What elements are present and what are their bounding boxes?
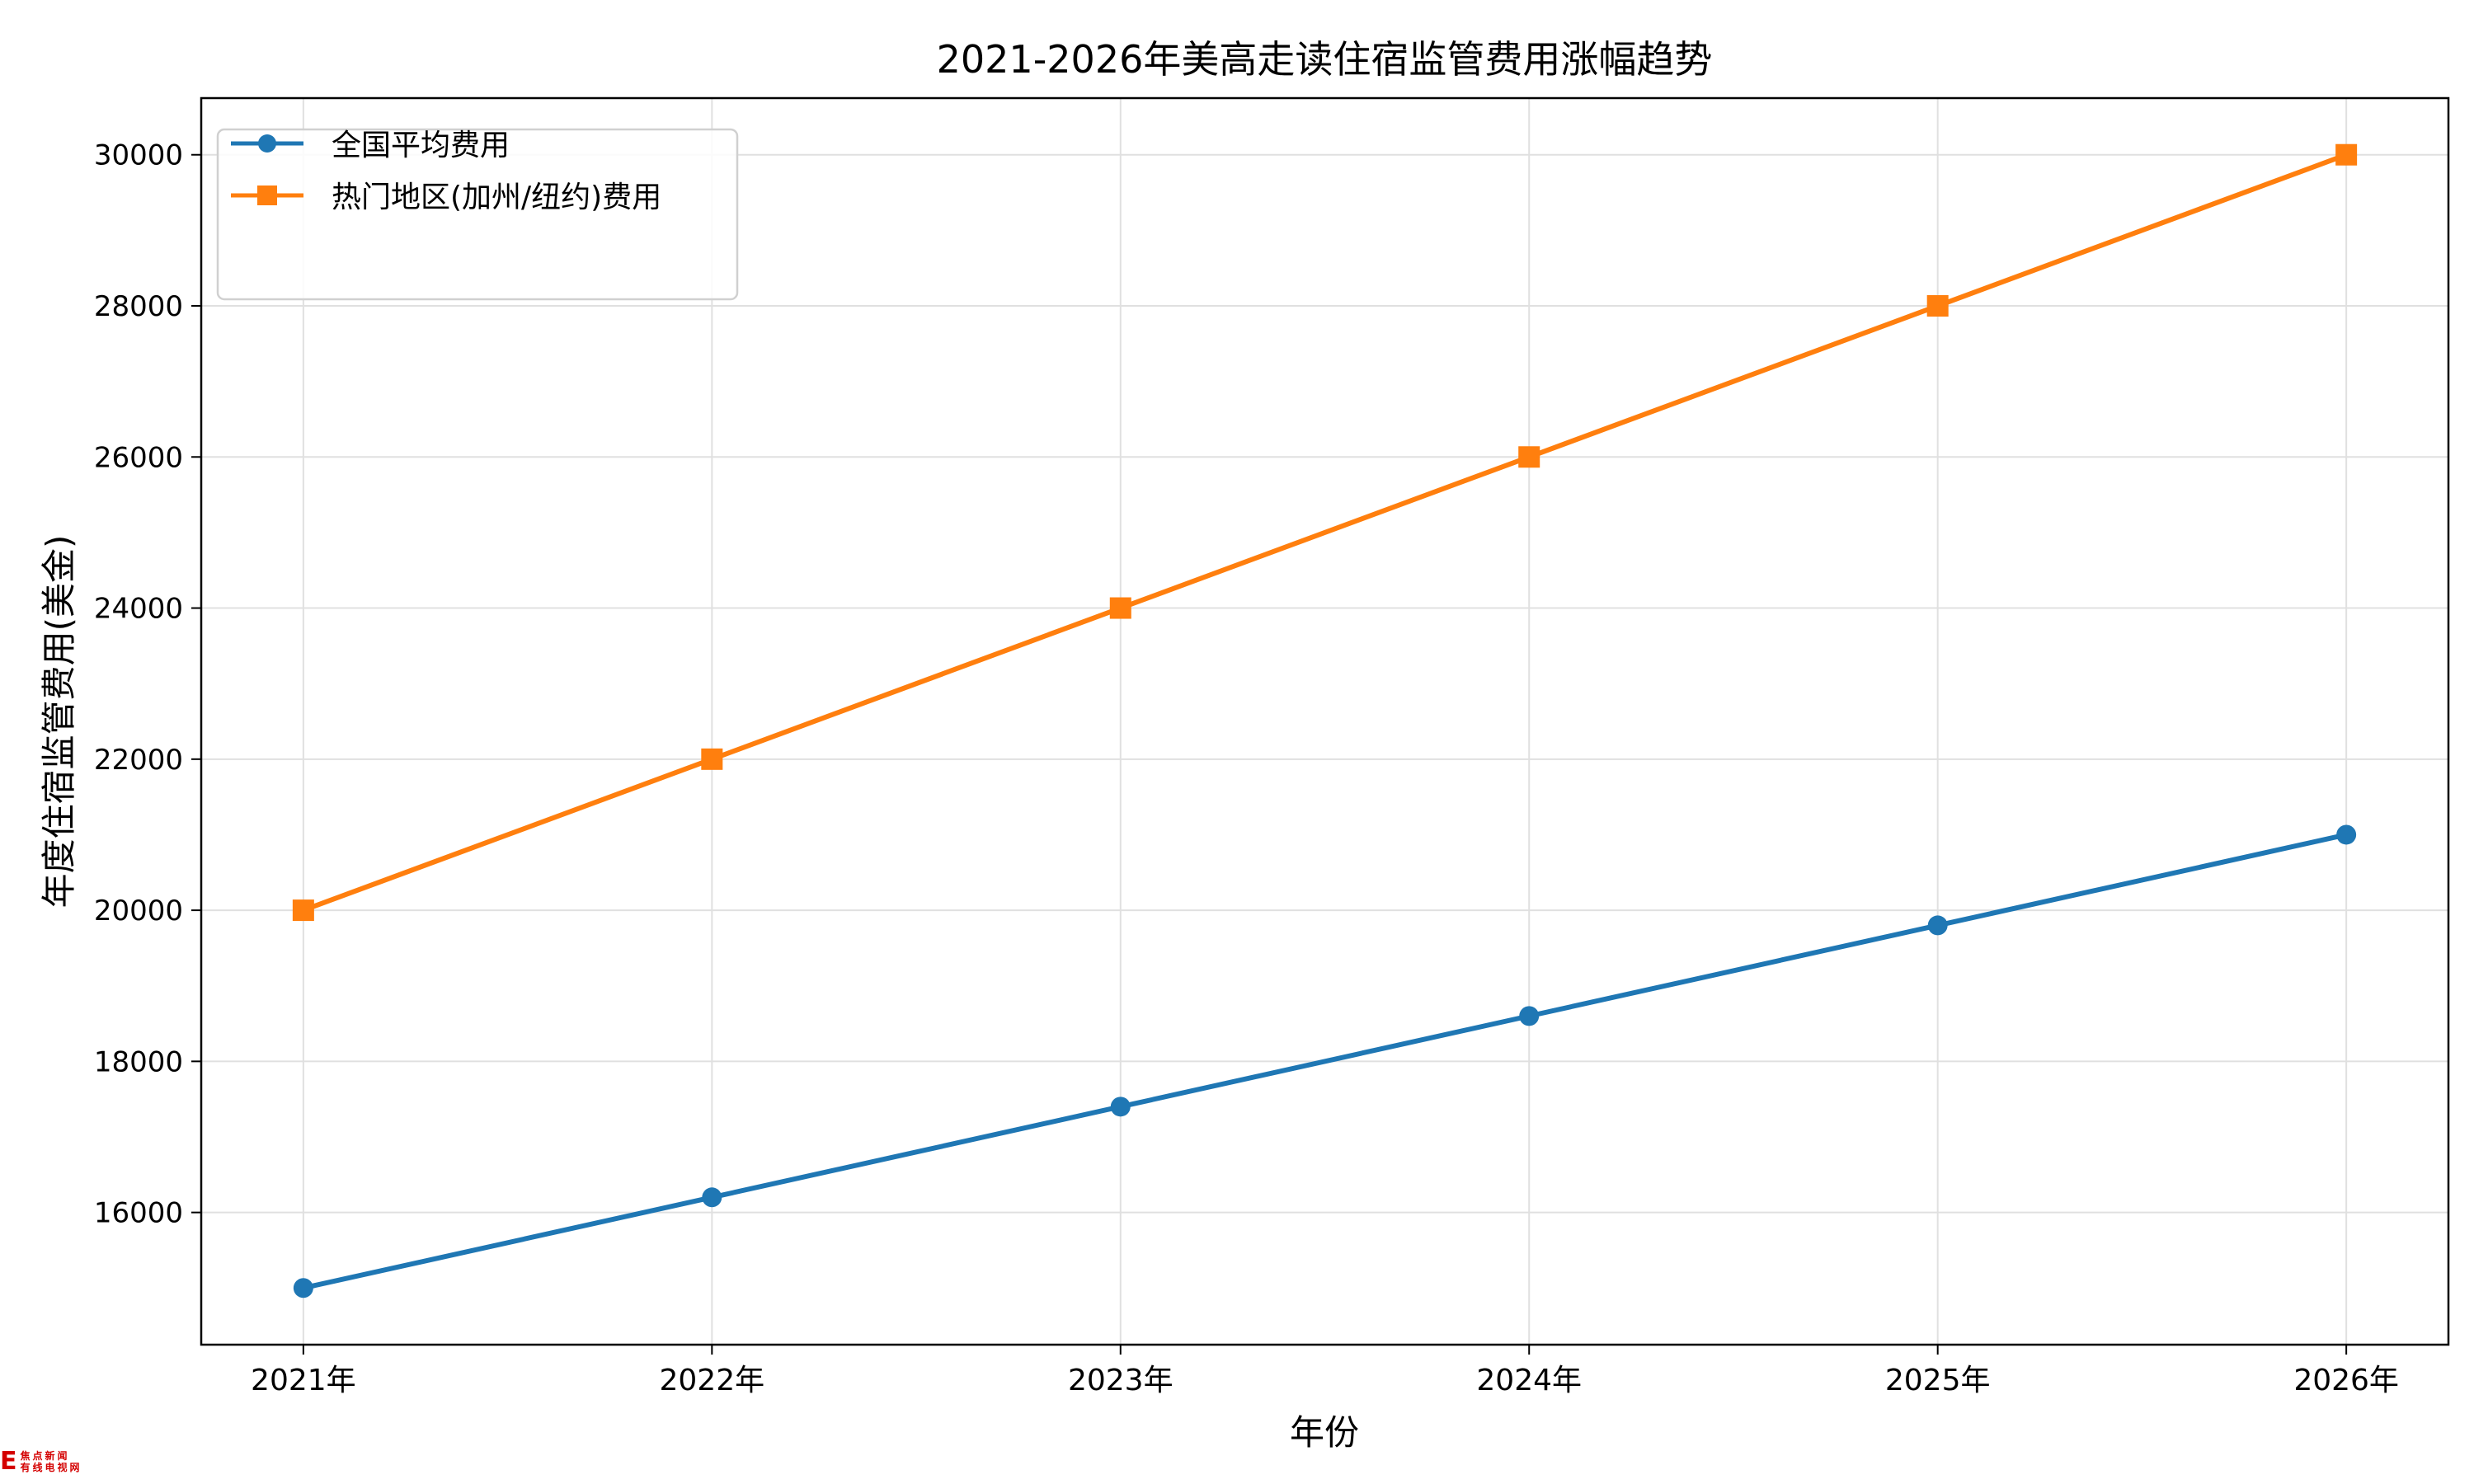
- plot-frame: [200, 96, 2450, 1346]
- data-point: [702, 1187, 722, 1208]
- x-tick-label: 2026年: [2293, 1364, 2399, 1397]
- data-point: [292, 899, 314, 922]
- y-tick-label: 22000: [94, 744, 183, 777]
- legend-marker-circle-icon: [258, 134, 276, 153]
- data-point: [701, 748, 723, 770]
- x-tick-label: 2022年: [660, 1364, 765, 1397]
- legend-label-hot: 热门地区(加州/纽约)费用: [332, 181, 661, 214]
- data-point: [2335, 143, 2358, 166]
- data-point: [1519, 1006, 1540, 1026]
- x-axis-label: 年份: [1290, 1412, 1359, 1453]
- x-tick-label: 2021年: [251, 1364, 356, 1397]
- watermark-line2: 有线电视网: [20, 1462, 82, 1473]
- ticks: 2021年 2022年 2023年 2024年 2025年 2026年 16000 18000…: [94, 139, 2399, 1397]
- data-point: [1110, 1097, 1131, 1117]
- series-layer: [292, 143, 2358, 1298]
- x-tick-label: 2024年: [1476, 1364, 1582, 1397]
- y-tick-label: 26000: [94, 441, 183, 474]
- y-tick-label: 16000: [94, 1197, 183, 1230]
- y-tick-label: 18000: [94, 1045, 183, 1078]
- watermark-logo-icon: E: [0, 1447, 17, 1476]
- data-point: [2336, 824, 2357, 845]
- legend-marker-square-icon: [257, 186, 277, 205]
- x-tick-label: 2025年: [1885, 1364, 1991, 1397]
- data-point: [1926, 295, 1949, 317]
- data-point: [1927, 915, 1948, 936]
- watermark: E 焦点新闻 有线电视网: [0, 1449, 82, 1474]
- y-tick-label: 30000: [94, 139, 183, 172]
- chart-title: 2021-2026年美高走读住宿监管费用涨幅趋势: [937, 37, 1713, 82]
- series-line-1: [302, 152, 2348, 913]
- legend-frame: [216, 128, 739, 301]
- y-tick-label: 20000: [94, 895, 183, 928]
- legend-label-national: 全国平均费用: [332, 129, 510, 162]
- y-tick-label: 24000: [94, 593, 183, 626]
- grid: [201, 98, 2448, 1345]
- legend: 全国平均费用 热门地区(加州/纽约)费用: [216, 128, 739, 301]
- data-point: [1109, 597, 1131, 619]
- data-point: [1518, 446, 1540, 468]
- series-line-0: [303, 832, 2347, 1291]
- y-tick-label: 28000: [94, 290, 183, 323]
- y-axis-label: 年度住宿监管费用(美金): [39, 535, 79, 909]
- watermark-line1: 焦点新闻: [20, 1450, 70, 1462]
- x-tick-label: 2023年: [1068, 1364, 1174, 1397]
- data-point: [293, 1278, 313, 1298]
